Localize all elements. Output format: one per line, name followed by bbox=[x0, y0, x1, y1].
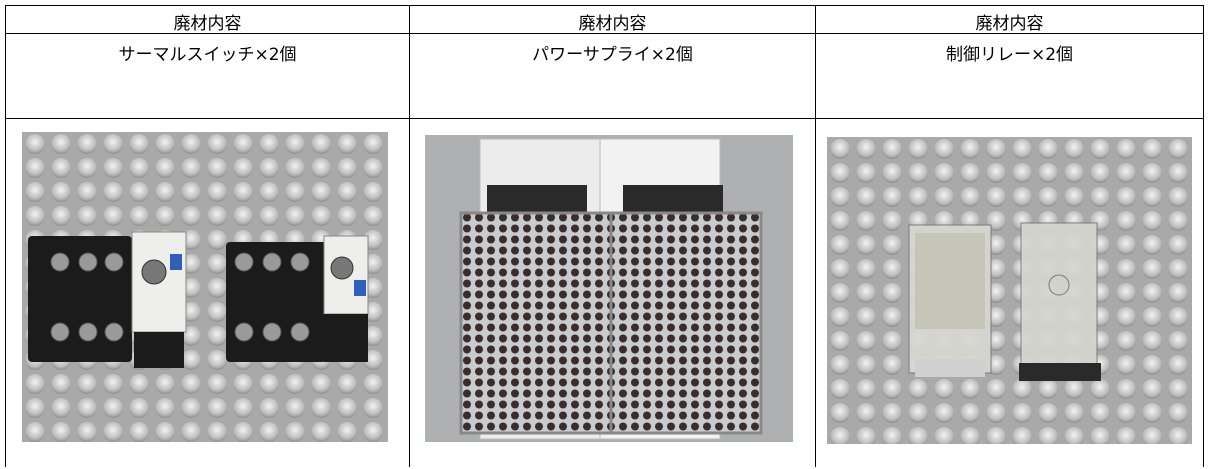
border-header bbox=[5, 33, 1204, 34]
item-cell: パワーサプライ×2個 bbox=[532, 45, 693, 65]
header-cell: 廃材内容 bbox=[975, 14, 1044, 34]
border-row bbox=[5, 118, 1204, 119]
photo-relay bbox=[827, 137, 1192, 444]
border-col bbox=[815, 5, 816, 467]
item-cell: 制御リレー×2個 bbox=[945, 45, 1074, 65]
photo-thermal-switch bbox=[22, 132, 388, 442]
border-right bbox=[1203, 5, 1204, 467]
border-top bbox=[5, 5, 1204, 6]
item-cell: サーマルスイッチ×2個 bbox=[118, 45, 297, 65]
border-col bbox=[409, 5, 410, 467]
header-cell: 廃材内容 bbox=[578, 14, 647, 34]
photo-power-supply bbox=[425, 135, 793, 442]
border-left bbox=[5, 5, 6, 467]
header-cell: 廃材内容 bbox=[173, 14, 242, 34]
